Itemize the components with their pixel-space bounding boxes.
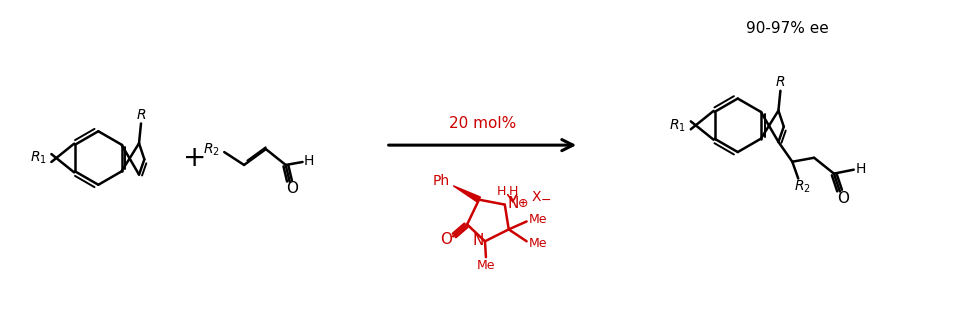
Text: N: N bbox=[472, 233, 484, 248]
Text: H: H bbox=[855, 162, 866, 176]
Text: N: N bbox=[507, 196, 518, 211]
Text: 90-97% ee: 90-97% ee bbox=[746, 21, 828, 36]
Text: $R_1$: $R_1$ bbox=[669, 117, 685, 133]
Text: ⊕: ⊕ bbox=[517, 197, 528, 210]
Text: $R_1$: $R_1$ bbox=[30, 150, 46, 166]
Text: O: O bbox=[286, 181, 298, 196]
Text: Me: Me bbox=[529, 237, 548, 250]
Text: O: O bbox=[837, 191, 849, 206]
Text: H: H bbox=[303, 154, 314, 168]
Text: X: X bbox=[532, 190, 541, 204]
Text: $R_2$: $R_2$ bbox=[794, 178, 810, 195]
Text: H: H bbox=[497, 185, 507, 198]
Text: $R_2$: $R_2$ bbox=[204, 142, 220, 158]
Text: −: − bbox=[541, 194, 552, 207]
Text: 20 mol%: 20 mol% bbox=[449, 116, 516, 131]
Text: Me: Me bbox=[529, 213, 548, 226]
Text: Ph: Ph bbox=[433, 174, 450, 188]
Text: O: O bbox=[441, 232, 452, 247]
Text: H: H bbox=[509, 185, 518, 198]
Polygon shape bbox=[453, 186, 480, 202]
Text: +: + bbox=[182, 144, 206, 172]
Text: R: R bbox=[136, 108, 146, 122]
Text: R: R bbox=[776, 75, 785, 89]
Text: Me: Me bbox=[477, 259, 495, 272]
